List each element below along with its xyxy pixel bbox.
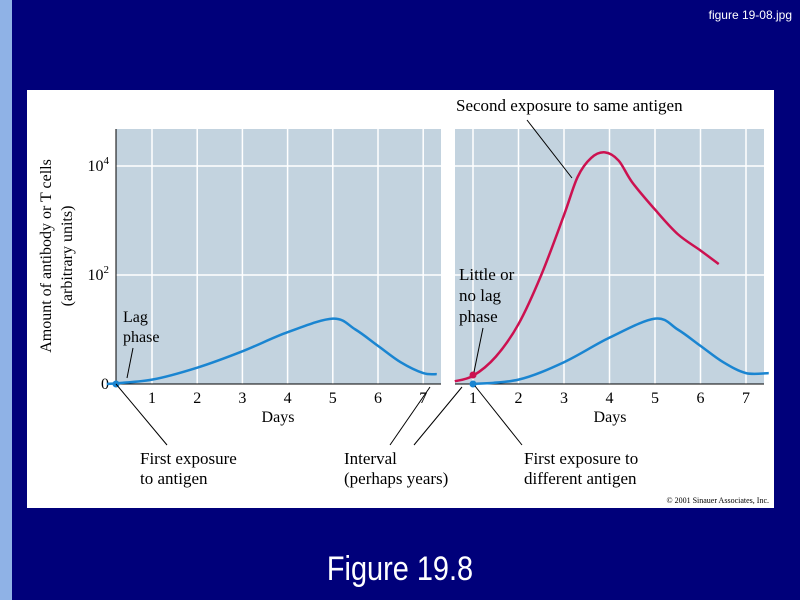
secondary-response-curve: [454, 151, 720, 383]
y-axis-label-line2: (arbitrary units): [59, 206, 76, 307]
first-exposure-leader: [115, 383, 168, 446]
little-lag-label-line3: phase: [459, 307, 498, 326]
different-antigen-label-line1: First exposure to: [524, 449, 638, 468]
left-plot-area: [116, 129, 441, 384]
left-x-tick-label: 4: [284, 390, 292, 407]
left-y-tick-label: 102: [88, 264, 110, 284]
first-exposure-label-line1: First exposure: [140, 449, 237, 468]
right-gridlines: [455, 129, 764, 384]
lag-phase-label-line1: Lag: [123, 309, 148, 326]
interval-leader-right: [413, 386, 463, 446]
second-exposure-label: Second exposure to same antigen: [456, 96, 683, 115]
left-x-tick-label: 6: [374, 390, 382, 407]
interval-label-line1: Interval: [344, 449, 397, 468]
interval-label-line2: (perhaps years): [344, 469, 448, 488]
second-exposure-leader: [526, 119, 573, 179]
left-x-tick-label: 1: [148, 390, 156, 407]
left-primary-response-curve: [106, 317, 437, 386]
interval-leader-left: [389, 386, 431, 446]
little-lag-leader: [473, 327, 484, 373]
left-gridlines: [116, 129, 441, 384]
left-y-tick-label: 0: [101, 376, 109, 393]
right-primary-response-curve: [472, 317, 769, 386]
different-antigen-label-line2: different antigen: [524, 469, 637, 488]
left-x-tick-label: 5: [329, 390, 337, 407]
right-x-tick-label: 5: [651, 390, 659, 407]
little-lag-label-line1: Little or: [459, 265, 515, 284]
window-filename: figure 19-08.jpg: [708, 8, 792, 22]
left-x-tick-label: 3: [238, 390, 246, 407]
right-x-tick-label: 7: [742, 390, 750, 407]
left-x-tick-label: 2: [193, 390, 201, 407]
lag-phase-leader: [126, 347, 134, 379]
chart-canvas: 1 2 3 4 5 6 7 0 102 104 Days Amount of antibody …: [38, 96, 769, 505]
lag-phase-label-line2: phase: [123, 329, 159, 346]
second-exposure-marker: [469, 371, 477, 379]
left-x-tick-label: 7: [419, 390, 427, 407]
left-x-tick-labels: 1 2 3 4 5 6 7: [148, 390, 427, 407]
right-x-tick-label: 4: [606, 390, 614, 407]
left-x-axis-label: Days: [262, 409, 295, 426]
left-y-tick-labels: 0 102 104: [88, 155, 110, 393]
figure-panel: 1 2 3 4 5 6 7 0 102 104 Days Amount of antibody …: [27, 90, 774, 508]
right-x-axis-label: Days: [594, 409, 627, 426]
figure-title: Figure 19.8: [326, 550, 474, 588]
y-axis-label-line1: Amount of antibody or T cells: [38, 159, 55, 353]
little-lag-label-line2: no lag: [459, 286, 502, 305]
right-x-tick-labels: 1 2 3 4 5 6 7: [469, 390, 750, 407]
left-edge-strip: [0, 0, 12, 600]
right-x-tick-label: 1: [469, 390, 477, 407]
right-x-tick-label: 2: [515, 390, 523, 407]
right-x-tick-label: 3: [560, 390, 568, 407]
left-y-tick-label: 104: [88, 155, 110, 175]
first-exposure-label-line2: to antigen: [140, 469, 208, 488]
different-antigen-marker: [469, 380, 477, 388]
different-antigen-leader: [474, 385, 523, 446]
right-x-tick-label: 6: [697, 390, 705, 407]
copyright-notice: © 2001 Sinauer Associates, Inc.: [666, 496, 769, 505]
